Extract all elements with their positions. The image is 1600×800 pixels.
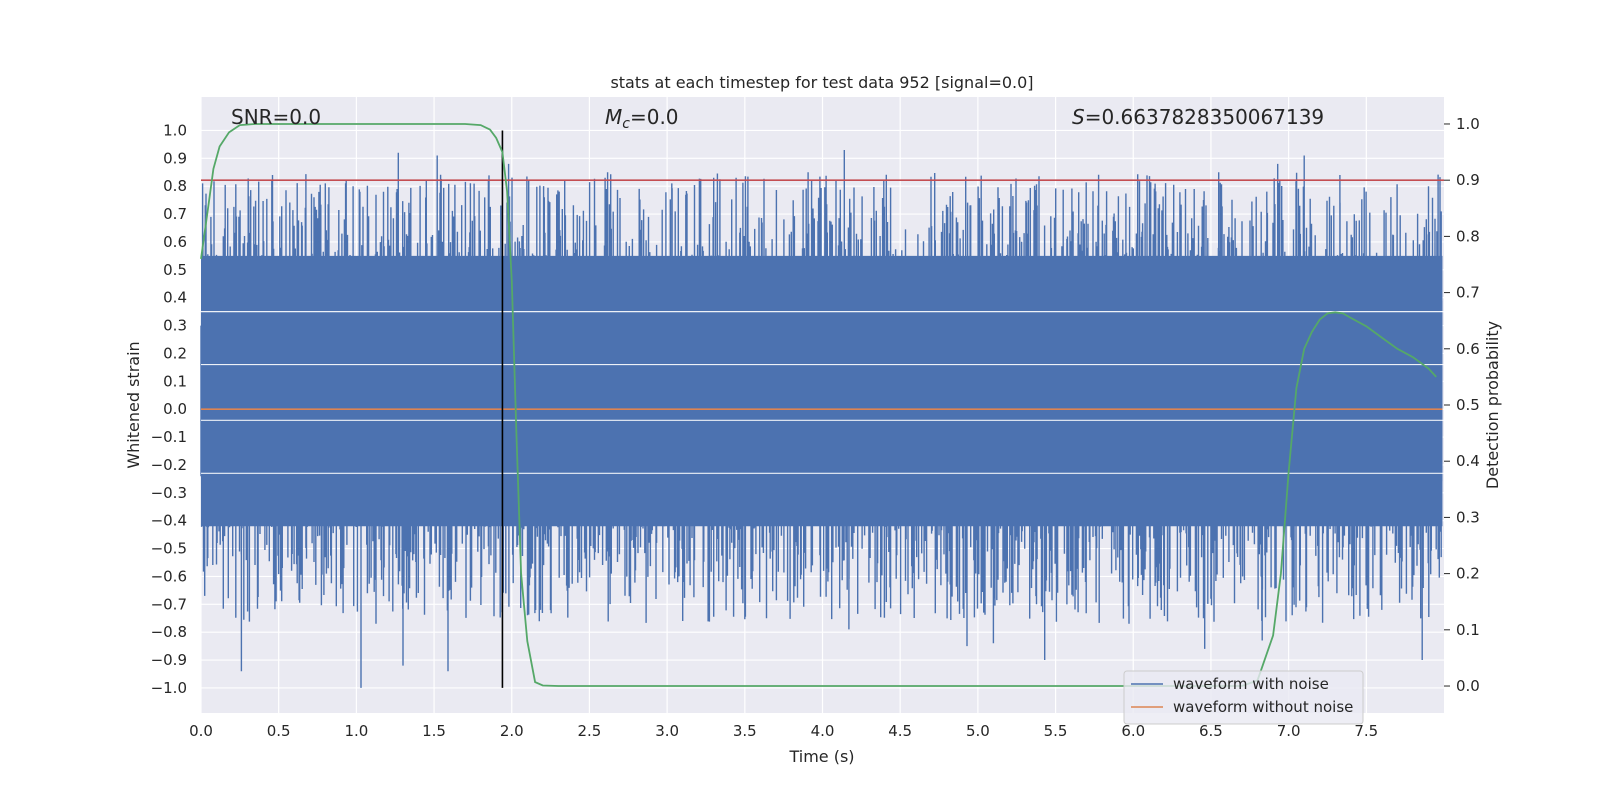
x-tick-label: 7.5 [1354,722,1378,740]
y2-tick-label: 0.3 [1456,508,1480,526]
series-detection-probability [200,123,1437,687]
y2-tick-label: 0.4 [1456,452,1480,470]
y-tick-label: 0.2 [163,344,187,362]
y-tick-label: 0.0 [163,400,187,418]
x-tick-label: 1.5 [422,722,446,740]
legend-box [1123,670,1364,725]
legend-label-noisy: waveform with noise [1173,675,1329,693]
y-tick-label: 0.5 [163,261,187,279]
y-tick-label: 0.4 [163,289,187,307]
y2-tick-label: 0.7 [1456,284,1480,302]
y2-tick-label: 0.8 [1456,227,1480,245]
snr-annotation: SNR=0.0 [231,105,321,129]
x-tick-label: 6.5 [1199,722,1223,740]
x-tick-label: 4.5 [888,722,912,740]
chart-title: stats at each timestep for test data 952… [610,73,1033,92]
line-series [200,123,1444,688]
y2-tick-label: 1.0 [1456,115,1480,133]
legend-label-clean: waveform without noise [1173,698,1353,716]
s-symbol: S [1072,105,1085,129]
y-tick-label: −0.2 [151,456,187,474]
y2-tick-label: 0.0 [1456,677,1480,695]
mc-symbol: M [605,105,622,129]
noise-band [201,255,1443,527]
legend: waveform with noise waveform without noi… [1123,670,1364,725]
y-axis-label: Whitened strain [124,341,143,468]
y-tick-label: −0.3 [151,484,187,502]
x-tick-label: 3.0 [655,722,679,740]
y-tick-label: 0.8 [163,177,187,195]
y-tick-label: −0.4 [151,512,187,530]
y2-axis-label: Detection probability [1483,321,1502,489]
y-tick-label: 0.6 [163,233,187,251]
y2-tick-label: 0.9 [1456,171,1480,189]
x-tick-label: 4.0 [811,722,835,740]
x-tick-label: 5.0 [966,722,990,740]
y-tick-label: 1.0 [163,121,187,139]
y-tick-label: −0.7 [151,595,187,613]
s-value: =0.6637828350067139 [1085,105,1324,129]
s-annotation: S=0.6637828350067139 [1072,105,1324,129]
y-tick-label: −0.1 [151,428,187,446]
y2-tick-label: 0.5 [1456,396,1480,414]
mc-value: =0.0 [630,105,679,129]
x-axis-label: Time (s) [788,747,854,766]
x-tick-label: 5.5 [1044,722,1068,740]
y2-tick-label: 0.1 [1456,621,1480,639]
y-tick-label: −1.0 [151,679,187,697]
x-tick-label: 2.0 [500,722,524,740]
y-tick-label: −0.6 [151,567,187,585]
x-tick-label: 3.5 [733,722,757,740]
x-tick-label: 0.0 [189,722,213,740]
y2-tick-label: 0.6 [1456,340,1480,358]
x-tick-label: 7.0 [1277,722,1301,740]
noise-series [200,150,1444,688]
mc-subscript: c [622,116,630,132]
x-tick-label: 1.0 [344,722,368,740]
y-tick-label: 0.7 [163,205,187,223]
y2-tick-label: 0.2 [1456,565,1480,583]
x-tick-label: 6.0 [1121,722,1145,740]
y-tick-label: 0.9 [163,149,187,167]
mc-annotation: Mc=0.0 [605,105,679,132]
y-tick-label: 0.3 [163,317,187,335]
x-tick-label: 0.5 [267,722,291,740]
ticks: 0.0 0.5 1.0 1.5 2.0 2.5 3.0 3.5 4.0 4.5 5.0 5.5 6.0 6… [151,115,1480,740]
y-tick-label: 0.1 [163,372,187,390]
y-tick-label: −0.8 [151,623,187,641]
x-tick-label: 2.5 [578,722,602,740]
y-tick-label: −0.5 [151,540,187,558]
y-tick-label: −0.9 [151,651,187,669]
